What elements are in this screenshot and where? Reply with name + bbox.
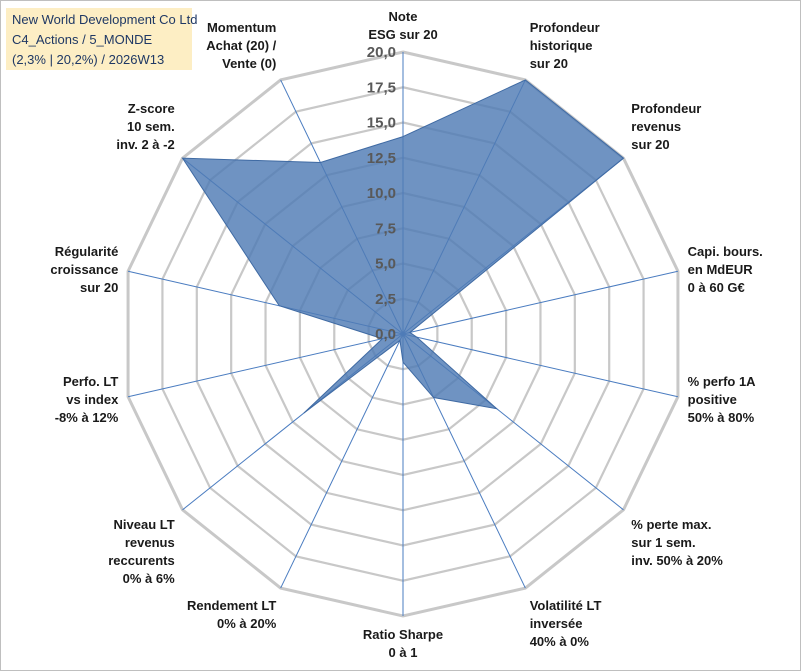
category-label-4-line-0: % perfo 1A [688,374,757,389]
category-label-7-line-0: Ratio Sharpe [363,627,443,642]
category-label-13: Momentum Achat (20) / Vente (0) [206,20,276,71]
category-label-3: Capi. bours. en MdEUR 0 à 60 G€ [688,244,763,295]
category-label-8-line-1: 0% à 20% [217,616,277,631]
tick-label-1: 2,5 [375,291,396,308]
category-label-8-line-0: Rendement LT [187,598,276,613]
category-label-10-line-1: vs index [66,392,119,407]
axis-spoke-10 [127,333,404,398]
series-layer [181,79,625,414]
category-label-5: % perte max. sur 1 sem. inv. 50% à 20% [631,517,723,568]
category-label-0-line-0: Note [389,9,418,24]
category-label-6-line-2: 40% à 0% [530,634,590,649]
category-label-4: % perfo 1A positive 50% à 80% [688,374,757,425]
axis-spoke-8 [280,333,404,589]
category-label-0: Note ESG sur 20 [368,9,437,42]
category-label-1: Profondeur historique sur 20 [530,20,600,71]
axis-spoke-4 [402,333,679,398]
category-label-11-line-0: Régularité [55,244,119,259]
category-label-2-line-0: Profondeur [631,101,701,116]
category-label-5-line-2: inv. 50% à 20% [631,553,723,568]
category-label-7: Ratio Sharpe 0 à 1 [363,627,443,660]
tick-label-5: 12,5 [367,150,396,167]
category-label-10-line-2: -8% à 12% [55,410,119,425]
tick-label-7: 17,5 [367,79,396,96]
category-label-5-line-0: % perte max. [631,517,711,532]
tick-label-8: 20,0 [367,44,396,61]
category-label-3-line-2: 0 à 60 G€ [688,280,745,295]
category-label-9-line-3: 0% à 6% [123,571,175,586]
category-label-1-line-0: Profondeur [530,20,600,35]
tick-label-2: 5,0 [375,256,396,273]
category-label-5-line-1: sur 1 sem. [631,535,695,550]
category-label-12: Z-score 10 sem. inv. 2 à -2 [116,101,174,152]
category-label-10-line-0: Perfo. LT [63,374,118,389]
category-label-13-line-1: Achat (20) / [206,38,276,53]
category-label-10: Perfo. LT vs index -8% à 12% [55,374,119,425]
tick-label-3: 7,5 [375,220,396,237]
title-line-1: New World Development Co Ltd [12,12,198,27]
category-label-2: Profondeur revenus sur 20 [631,101,701,152]
chart-title-box: New World Development Co Ltd C4_Actions … [6,8,198,70]
category-labels: Note ESG sur 20 Profondeur historique sur 20… [50,9,762,660]
category-label-13-line-0: Momentum [207,20,276,35]
category-label-12-line-0: Z-score [128,101,175,116]
tick-labels: 0,0 2,5 5,0 7,5 10,0 12,5 15,0 17,5 20,0 [367,44,396,343]
category-label-3-line-0: Capi. bours. [688,244,763,259]
category-label-9-line-1: revenus [125,535,175,550]
category-label-13-line-2: Vente (0) [222,56,276,71]
category-label-11: Régularité croissance sur 20 [50,244,118,295]
category-label-8: Rendement LT 0% à 20% [187,598,277,631]
category-label-7-line-1: 0 à 1 [389,645,418,660]
tick-label-6: 15,0 [367,115,396,132]
category-label-1-line-1: historique [530,38,593,53]
title-line-2: C4_Actions / 5_MONDE [12,32,153,47]
category-label-11-line-1: croissance [50,262,118,277]
category-label-0-line-1: ESG sur 20 [368,27,437,42]
tick-label-0: 0,0 [375,326,396,343]
series-area-0 [181,79,625,414]
category-label-12-line-1: 10 sem. [127,119,175,134]
category-label-12-line-2: inv. 2 à -2 [116,137,174,152]
category-label-6: Volatilité LT inversée 40% à 0% [530,598,602,649]
category-label-1-line-2: sur 20 [530,56,568,71]
tick-label-4: 10,0 [367,185,396,202]
category-label-4-line-1: positive [688,392,737,407]
category-label-2-line-2: sur 20 [631,137,669,152]
category-label-11-line-2: sur 20 [80,280,118,295]
category-label-9: Niveau LT revenus reccurents 0% à 6% [108,517,175,586]
category-label-4-line-2: 50% à 80% [688,410,755,425]
axis-spoke-3 [402,270,679,335]
title-line-3: (2,3% | 20,2%) / 2026W13 [12,52,165,67]
category-label-9-line-0: Niveau LT [114,517,175,532]
category-label-6-line-1: inversée [530,616,583,631]
category-label-6-line-0: Volatilité LT [530,598,602,613]
category-label-2-line-1: revenus [631,119,681,134]
category-label-9-line-2: reccurents [108,553,174,568]
category-label-3-line-1: en MdEUR [688,262,754,277]
